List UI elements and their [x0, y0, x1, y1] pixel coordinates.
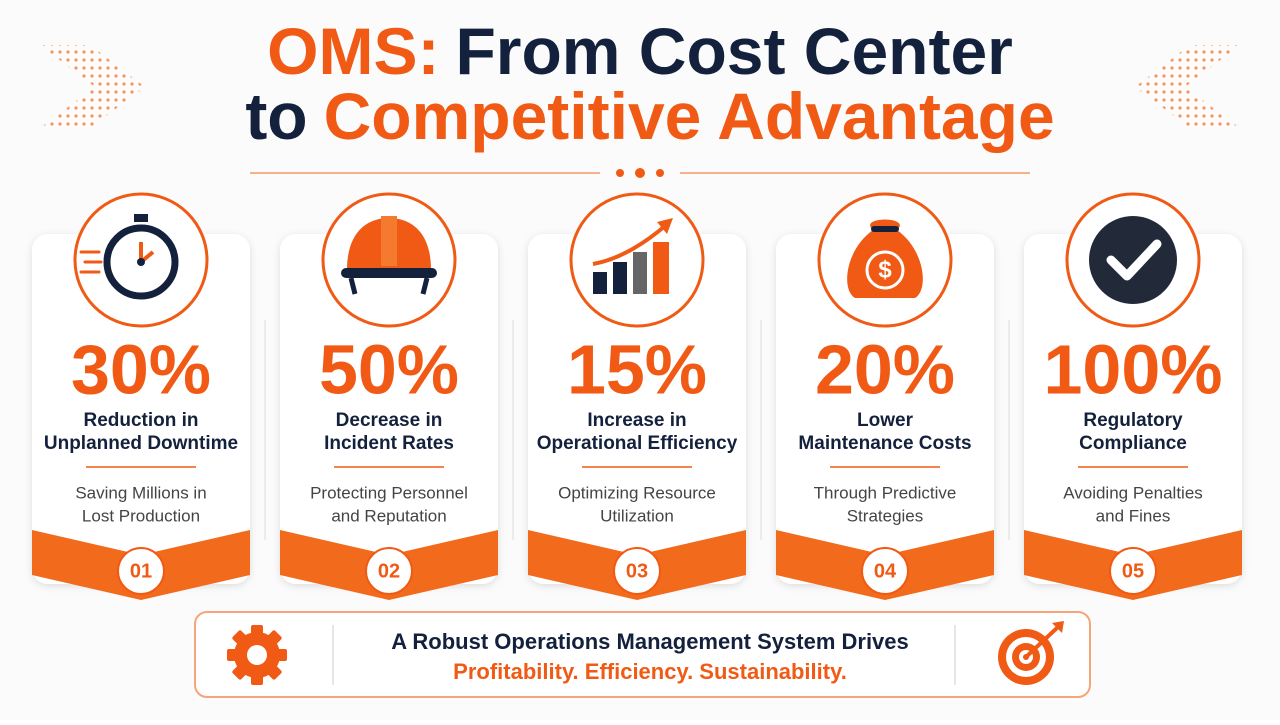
card-label: Maintenance Costs [798, 433, 971, 454]
title-part: From Cost Center [455, 14, 1012, 88]
title-part: OMS: [267, 14, 439, 88]
card-label: Reduction in [83, 410, 198, 431]
title-part: to [245, 79, 307, 153]
gear-icon [227, 625, 287, 685]
card-label: Decrease in [336, 410, 443, 431]
number-badge [613, 547, 661, 595]
stat: 100% [1043, 330, 1222, 408]
card-body [280, 234, 498, 584]
decor-left [40, 45, 145, 128]
card-body [1024, 234, 1242, 584]
footer-box [194, 611, 1091, 698]
number-badge [365, 547, 413, 595]
card-description: Strategies [847, 506, 924, 525]
card-number: 05 [1122, 560, 1144, 582]
dot [635, 168, 645, 178]
card-description: Lost Production [82, 506, 200, 525]
card-label: Operational Efficiency [537, 433, 738, 454]
icon [79, 214, 179, 300]
card-description: and Reputation [331, 506, 446, 525]
footer-line-1: A Robust Operations Management System Dr… [391, 629, 909, 654]
dot [656, 169, 664, 177]
card-number: 03 [626, 560, 648, 582]
stat: 15% [567, 330, 707, 408]
card-label: Incident Rates [324, 433, 454, 454]
stat: 20% [815, 330, 955, 408]
card-description: Optimizing Resource [558, 483, 716, 502]
card-number: 01 [130, 560, 152, 582]
icon: $ [847, 219, 923, 298]
decor-right [1135, 45, 1240, 128]
card-body [776, 234, 994, 584]
number-badge [1109, 547, 1157, 595]
card-description: Avoiding Penalties [1063, 483, 1203, 502]
svg-text:$: $ [878, 256, 892, 283]
card-label: Regulatory [1083, 410, 1183, 431]
target-icon [998, 621, 1064, 685]
icon [592, 218, 673, 294]
card-description: Utilization [600, 506, 674, 525]
card-description: Through Predictive [814, 483, 957, 502]
title-line-2: to Competitive Advantage [245, 79, 1054, 153]
dot [616, 169, 624, 177]
number-badge [861, 547, 909, 595]
card-body [528, 234, 746, 584]
title-line-1: OMS: From Cost Center [267, 14, 1013, 88]
stat: 30% [71, 330, 211, 408]
icon [1089, 216, 1177, 304]
card-description: and Fines [1096, 506, 1171, 525]
card-label: Unplanned Downtime [44, 433, 238, 454]
number-badge [117, 547, 165, 595]
card-description: Protecting Personnel [310, 483, 468, 502]
card-number: 04 [874, 560, 897, 582]
card-label: Lower [857, 410, 914, 431]
card-number: 02 [378, 560, 400, 582]
title-part: Competitive Advantage [324, 79, 1055, 153]
icon [341, 216, 437, 295]
card-label: Increase in [587, 410, 686, 431]
card-description: Saving Millions in [75, 483, 206, 502]
footer-line-2: Profitability. Efficiency. Sustainabilit… [453, 659, 847, 684]
card-label: Compliance [1079, 433, 1187, 454]
card-body [32, 234, 250, 584]
stat: 50% [319, 330, 459, 408]
